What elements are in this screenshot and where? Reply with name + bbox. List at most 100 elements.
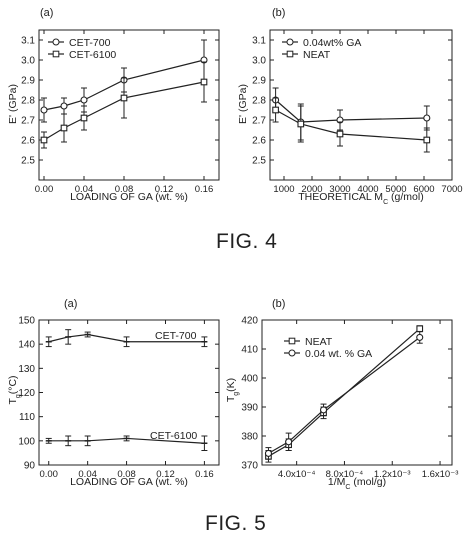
- y-tick-label: 2.6: [21, 136, 35, 147]
- y-axis-label: Tg(K): [225, 378, 240, 402]
- plot-frame: [269, 29, 453, 181]
- x-tick-label: 3000: [329, 184, 350, 195]
- data-point: [200, 78, 208, 86]
- plot-frame: [261, 319, 453, 466]
- data-point: [264, 449, 273, 457]
- data-point: [285, 438, 293, 446]
- x-tick-label: 1.6x10⁻³: [422, 469, 459, 480]
- series-1: [272, 87, 431, 141]
- x-tick-label: 0.12: [155, 184, 174, 195]
- data-point: [423, 136, 431, 144]
- y-tick-label: 3.0: [21, 56, 35, 67]
- x-tick-label: 0.00: [39, 469, 58, 480]
- data-point: [40, 136, 48, 144]
- x-tick-label: 1.2x10⁻³: [374, 469, 411, 480]
- y-tick-label: 2.9: [21, 76, 35, 87]
- x-tick-label: 7000: [441, 184, 462, 195]
- y-tick-label: 2.7: [21, 116, 35, 127]
- y-tick-label: 420: [241, 316, 258, 327]
- legend-entry: CET-6100: [48, 49, 116, 61]
- legend-entry: NEAT: [284, 336, 333, 348]
- fig5-caption: FIG. 5: [205, 512, 267, 535]
- data-point: [416, 325, 424, 333]
- series-line: [275, 99, 427, 123]
- legend-marker: [288, 349, 296, 357]
- data-point: [297, 120, 305, 128]
- y-tick-label: 150: [18, 316, 35, 327]
- legend-label: NEAT: [305, 336, 333, 348]
- x-tick-label: 0.16: [195, 469, 214, 480]
- y-tick-label: 120: [18, 388, 35, 399]
- chart-3: (a) 90 100 110 120 130 140 150 0.00 0.04 0.08 0.12 0…: [7, 298, 220, 488]
- series-annotation: CET-6100: [150, 430, 197, 442]
- x-tick-label: 1000: [273, 184, 294, 195]
- chart-2: (b) 2.5 2.6 2.7 2.8 2.9 3.0 3.1 1000 2000 3000 4000…: [237, 7, 463, 206]
- y-tick-label: 2.7: [252, 116, 266, 127]
- legend-marker: [52, 38, 60, 46]
- series-2: [40, 61, 208, 149]
- y-axis-label: E' (GPa): [237, 84, 249, 124]
- y-tick-label: 390: [241, 403, 258, 414]
- series-line: [275, 109, 427, 141]
- y-tick-label: 2.5: [252, 156, 266, 167]
- y-tick-label: 3.1: [21, 36, 35, 47]
- y-tick-label: 90: [24, 461, 36, 472]
- x-tick-label: 6000: [413, 184, 434, 195]
- legend-label: CET-6100: [69, 49, 116, 61]
- chart-4: (b) 370 380 390 400 410 420 4.0x10⁻⁴ 8.0x10⁻⁴ 1.2…: [225, 298, 458, 491]
- legend-label: 0.04wt% GA: [303, 37, 361, 49]
- x-tick-label: 0.04: [78, 469, 97, 480]
- x-tick-label: 0.08: [115, 184, 134, 195]
- y-axis-label: Tg(°C): [7, 375, 22, 404]
- y-tick-label: 2.9: [252, 76, 266, 87]
- series-1: [45, 329, 208, 348]
- panel-label: (a): [64, 298, 77, 310]
- y-tick-label: 2.8: [21, 96, 35, 107]
- y-tick-label: 3.0: [252, 56, 266, 67]
- x-tick-label: 0.00: [35, 184, 54, 195]
- y-tick-label: 400: [241, 374, 258, 385]
- x-tick-label: 0.04: [75, 184, 94, 195]
- legend-marker: [288, 337, 296, 345]
- data-point: [423, 114, 431, 122]
- series-1: [40, 39, 208, 123]
- data-point: [416, 333, 424, 341]
- y-tick-label: 2.8: [252, 96, 266, 107]
- data-point: [319, 406, 328, 414]
- data-point: [40, 106, 48, 114]
- x-tick-label: 0.16: [195, 184, 214, 195]
- legend-label: CET-700: [69, 37, 111, 49]
- y-tick-label: 100: [18, 436, 35, 447]
- x-tick-label: 5000: [385, 184, 406, 195]
- y-tick-label: 380: [241, 432, 258, 443]
- panel-label: (b): [272, 7, 285, 19]
- series-2: [45, 435, 208, 451]
- data-point: [120, 94, 128, 102]
- series-2: [272, 97, 431, 153]
- x-tick-label: 0.12: [156, 469, 175, 480]
- legend-entry: 0.04 wt. % GA: [284, 348, 372, 360]
- y-tick-label: 410: [241, 345, 258, 356]
- y-axis-label: E' (GPa): [7, 84, 19, 124]
- data-point: [60, 102, 68, 110]
- x-axis-label: LOADING OF GA (wt. %): [70, 476, 188, 488]
- legend-entry: CET-700: [48, 37, 111, 49]
- y-tick-label: 2.6: [252, 136, 266, 147]
- y-tick-label: 130: [18, 364, 35, 375]
- series-2: [264, 331, 424, 460]
- y-tick-label: 3.1: [252, 36, 266, 47]
- series-annotation: CET-700: [155, 330, 197, 342]
- y-tick-label: 140: [18, 340, 35, 351]
- data-point: [272, 106, 279, 114]
- x-axis-label: 1/MC (mol/g): [328, 476, 386, 491]
- panel-label: (b): [272, 298, 285, 310]
- chart-1: (a) 2.5 2.6 2.7 2.8 2.9 3.0 3.1 0.00 0.04 0.08 0.12…: [7, 7, 220, 203]
- fig4-caption: FIG. 4: [216, 230, 278, 253]
- y-tick-label: 370: [241, 461, 258, 472]
- legend-marker: [286, 50, 294, 58]
- legend-marker: [52, 50, 60, 58]
- panel-label: (a): [40, 7, 53, 19]
- x-tick-label: 4.0x10⁻⁴: [278, 469, 316, 480]
- data-point: [80, 96, 88, 104]
